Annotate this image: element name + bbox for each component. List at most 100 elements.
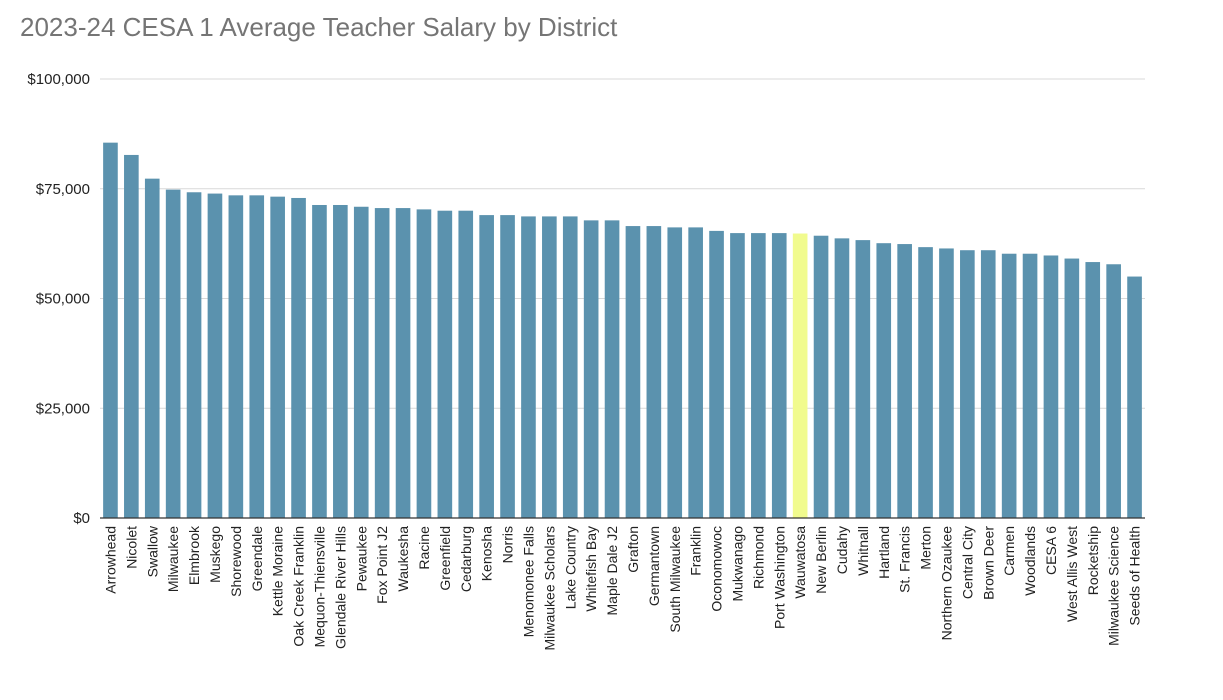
bar-whitnall: [855, 240, 871, 518]
bar-elmbrook: [186, 192, 202, 518]
x-category-label: Carmen: [1001, 526, 1017, 576]
bar-brown-deer: [980, 250, 996, 518]
x-category-label: Kettle Moraine: [270, 526, 286, 616]
x-category-label: Seeds of Health: [1127, 526, 1143, 626]
bar-woodlands: [1022, 253, 1038, 519]
bar-germantown: [646, 226, 662, 518]
x-category-label: Glendale River Hills: [332, 526, 348, 649]
bar-cudahy: [834, 238, 850, 518]
x-category-label: Swallow: [144, 525, 160, 577]
x-category-label: Fox Point J2: [374, 526, 390, 604]
x-category-label: Elmbrook: [186, 525, 202, 585]
y-tick-label: $25,000: [36, 400, 90, 417]
bar-kettle-moraine: [270, 196, 285, 519]
bar-lake-country: [562, 216, 578, 519]
x-category-label: Wauwatosa: [792, 526, 808, 599]
bar-milwaukee: [165, 189, 181, 519]
x-category-label: Nicolet: [123, 526, 139, 569]
bar-glendale-river-hills: [333, 204, 348, 519]
x-category-label: Lake Country: [562, 526, 578, 609]
bar-richmond: [751, 233, 766, 519]
bar-oconomowoc: [709, 230, 724, 519]
bar-menomonee-falls: [521, 216, 536, 519]
bar-nicolet: [124, 154, 139, 518]
bar-rocketship: [1085, 262, 1101, 518]
bars: [103, 142, 1142, 519]
x-category-label: Oconomowoc: [709, 526, 725, 612]
bar-st-francis: [897, 244, 912, 518]
x-category-label: Maple Dale J2: [604, 526, 620, 616]
x-category-label: Muskego: [207, 526, 223, 583]
x-category-label: Woodlands: [1022, 526, 1038, 596]
x-category-label: Whitnall: [855, 526, 871, 576]
x-category-label: West Allis West: [1064, 526, 1080, 622]
x-category-label: Oak Creek Franklin: [291, 526, 307, 647]
x-category-label: Richmond: [750, 526, 766, 589]
bar-grafton: [625, 226, 641, 518]
bar-arrowhead: [103, 142, 118, 518]
y-tick-label: $0: [73, 510, 90, 527]
y-tick-label: $50,000: [36, 291, 90, 308]
x-category-label: Cudahy: [834, 526, 850, 574]
bar-greenfield: [437, 210, 453, 518]
bar-shorewood: [228, 195, 244, 518]
bar-cedarburg: [458, 210, 474, 518]
x-category-label: Greendale: [249, 526, 265, 592]
x-category-label: Germantown: [646, 526, 662, 606]
bar-milwaukee-scholars: [542, 216, 557, 519]
x-category-label: Merton: [918, 526, 934, 570]
x-category-label: Norris: [500, 526, 516, 563]
x-category-label: Brown Deer: [980, 526, 996, 600]
x-category-label: Northern Ozaukee: [938, 526, 954, 641]
bar-merton: [918, 247, 933, 518]
x-category-label: Grafton: [625, 526, 641, 573]
chart-title: 2023-24 CESA 1 Average Teacher Salary by…: [20, 12, 618, 42]
x-category-label: South Milwaukee: [667, 526, 683, 633]
x-category-label: St. Francis: [897, 526, 913, 593]
x-category-label: Cedarburg: [458, 526, 474, 592]
y-tick-label: $75,000: [36, 181, 90, 198]
x-category-label: Rocketship: [1085, 526, 1101, 595]
x-category-label: Milwaukee: [165, 526, 181, 592]
bar-muskego: [207, 193, 223, 519]
x-category-label: Franklin: [688, 526, 704, 576]
x-category-label: Pewaukee: [353, 526, 369, 592]
bar-seeds-of-health: [1127, 276, 1142, 518]
x-category-label: Mukwanago: [729, 526, 745, 602]
y-axis-tick-labels: $0 $25,000 $50,000 $75,000 $100,000: [27, 71, 90, 527]
bar-norris: [500, 215, 515, 518]
bar-carmen: [1001, 253, 1017, 519]
bar-oak-creek-franklin: [291, 197, 306, 518]
bar-hartland: [876, 243, 892, 518]
bar-south-milwaukee: [667, 227, 683, 518]
x-category-label: CESA 6: [1043, 526, 1059, 575]
x-category-label: Central City: [959, 526, 975, 599]
bar-central-city: [960, 250, 975, 518]
bar-mequon-thiensville: [312, 204, 327, 519]
bar-northern-ozaukee: [939, 248, 954, 519]
x-category-label: New Berlin: [813, 526, 829, 594]
x-category-label: Hartland: [876, 526, 892, 579]
x-category-label: Kenosha: [479, 526, 495, 581]
x-category-label: Port Washington: [771, 526, 787, 629]
bar-kenosha: [479, 215, 494, 518]
bar-wauwatosa: [792, 233, 808, 518]
x-category-label: Shorewood: [228, 526, 244, 597]
bar-waukesha: [395, 208, 411, 519]
bar-franklin: [688, 227, 703, 518]
bar-fox-point-j2: [374, 208, 390, 519]
x-category-label: Waukesha: [395, 526, 411, 592]
x-category-label: Menomonee Falls: [520, 526, 536, 637]
bar-new-berlin: [813, 235, 829, 518]
bar-pewaukee: [353, 206, 369, 518]
bar-swallow: [144, 178, 160, 518]
bar-greendale: [249, 195, 265, 518]
x-axis-category-labels: Arrowhead Nicolet Swallow Milwaukee Elmbrook…: [102, 525, 1142, 650]
bar-milwaukee-science: [1106, 264, 1121, 518]
bar-west-allis-west: [1064, 258, 1080, 518]
x-category-label: Racine: [416, 526, 432, 570]
bar-maple-dale-j2: [604, 220, 620, 518]
bar-mukwanago: [730, 233, 745, 519]
bar-port-washington: [771, 233, 787, 519]
